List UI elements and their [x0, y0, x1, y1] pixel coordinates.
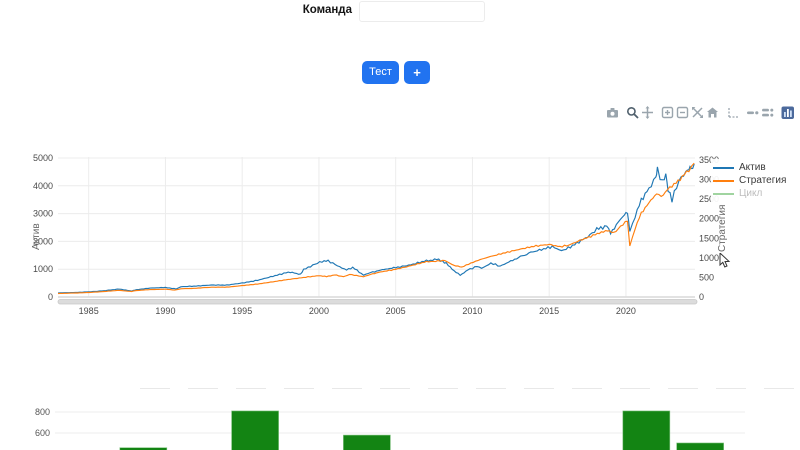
svg-text:1500: 1500	[699, 233, 719, 243]
legend-label-tsikl: Цикл	[739, 188, 763, 199]
svg-text:5000: 5000	[33, 153, 53, 163]
svg-text:1000: 1000	[699, 253, 719, 263]
svg-text:2020: 2020	[616, 306, 636, 316]
svg-text:1985: 1985	[79, 306, 99, 316]
bar[interactable]	[622, 410, 671, 450]
left-axis-title: Актив	[31, 223, 42, 250]
legend-item-strategiya[interactable]: Стратегия	[713, 174, 795, 187]
svg-text:3000: 3000	[699, 175, 719, 185]
svg-text:3500: 3500	[699, 155, 719, 165]
bar[interactable]	[231, 410, 279, 450]
team-label: Команда	[302, 4, 352, 16]
legend-line-swatch-aktiv	[713, 166, 734, 169]
plotly-logo-icon[interactable]	[781, 105, 794, 119]
chart-legend: Актив Стратегия Цикл	[711, 159, 795, 202]
legend-line-swatch-strategiya	[713, 179, 734, 182]
svg-text:3000: 3000	[33, 209, 53, 219]
svg-text:2000: 2000	[309, 306, 329, 316]
svg-text:1995: 1995	[232, 306, 252, 316]
svg-text:2000: 2000	[33, 236, 53, 246]
reset-axes-icon[interactable]	[706, 105, 719, 119]
bar[interactable]	[119, 447, 168, 450]
svg-text:4000: 4000	[33, 181, 53, 191]
bar[interactable]	[676, 442, 724, 450]
svg-text:1990: 1990	[155, 306, 175, 316]
series-line-Актив	[57, 163, 695, 294]
team-input[interactable]	[359, 1, 485, 22]
x-range-slider[interactable]	[57, 299, 698, 305]
svg-text:2005: 2005	[386, 306, 406, 316]
hover-compare-icon[interactable]	[761, 105, 774, 119]
autoscale-icon[interactable]	[691, 105, 704, 119]
camera-icon[interactable]	[606, 105, 619, 119]
pan-icon[interactable]	[641, 105, 654, 119]
svg-text:2010: 2010	[462, 306, 482, 316]
svg-text:0: 0	[699, 292, 704, 302]
legend-item-tsikl[interactable]: Цикл	[713, 187, 795, 200]
series-line-Стратегия	[57, 162, 695, 295]
zoom-in-icon[interactable]	[661, 105, 674, 119]
svg-text:2015: 2015	[539, 306, 559, 316]
legend-label-aktiv: Актив	[739, 162, 766, 173]
bar[interactable]	[343, 434, 391, 450]
add-button[interactable]: +	[404, 61, 430, 84]
legend-label-strategiya: Стратегия	[739, 175, 787, 186]
plotly-modebar	[606, 103, 796, 121]
svg-text:2500: 2500	[699, 194, 719, 204]
svg-text:500: 500	[699, 272, 714, 282]
zoom-icon[interactable]	[626, 105, 639, 119]
test-button[interactable]: Тест	[362, 61, 399, 84]
svg-text:0: 0	[48, 292, 53, 302]
hover-closest-icon[interactable]	[746, 105, 759, 119]
zoom-out-icon[interactable]	[676, 105, 689, 119]
legend-line-swatch-tsikl	[713, 192, 734, 195]
spikelines-icon[interactable]	[726, 105, 739, 119]
right-axis-title: Стратегия	[717, 205, 728, 252]
svg-text:2000: 2000	[699, 214, 719, 224]
svg-text:800: 800	[35, 407, 50, 417]
svg-text:1000: 1000	[33, 264, 53, 274]
svg-text:600: 600	[35, 428, 50, 438]
legend-item-aktiv[interactable]: Актив	[713, 161, 795, 174]
